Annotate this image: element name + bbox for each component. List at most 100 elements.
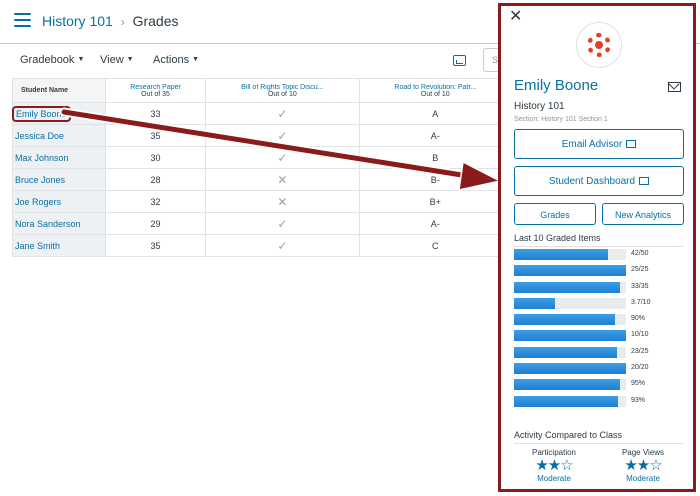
participation-label: Participation <box>531 448 577 457</box>
caret-down-icon: ▼ <box>192 56 200 63</box>
analytics-chart-icon[interactable] <box>453 55 466 66</box>
graded-item-bar[interactable]: 23/25 <box>514 345 684 361</box>
student-name-link[interactable]: Jane Smith <box>15 240 61 251</box>
chart-icon <box>639 177 650 185</box>
student-name-link[interactable]: Emily Boone <box>12 105 71 122</box>
graded-item-score: 95% <box>631 380 646 388</box>
actions-menu[interactable]: Actions ▼ <box>153 54 200 66</box>
graded-item-score: 42/50 <box>631 250 649 257</box>
breadcrumb-course-link[interactable]: History 101 <box>42 13 113 29</box>
graded-item-score: 20/20 <box>631 364 649 372</box>
breadcrumb-current: Grades <box>132 13 179 29</box>
activity-title: Activity Compared to Class <box>514 430 684 444</box>
page-views-label: Page Views <box>621 448 665 457</box>
grades-button[interactable]: Grades <box>514 203 596 225</box>
check-icon[interactable]: ✓ <box>205 212 360 235</box>
student-name-header[interactable]: Student Name <box>12 78 106 103</box>
gradebook-menu[interactable]: Gradebook ▼ <box>20 54 85 66</box>
last-graded-bars: 42/50 25/25 33/35 3.7/10 90% 10/10 23/25 20/20 9… <box>514 247 684 410</box>
participation-level: Moderate <box>537 474 571 483</box>
student-name-cell[interactable]: Jessica Doe <box>12 124 106 147</box>
avatar <box>576 22 622 68</box>
check-icon[interactable]: ✓ <box>205 234 360 257</box>
table-header-row: Student Name Research Paper Out of 35 Bil… <box>12 78 513 103</box>
student-name-cell[interactable]: Emily Boone <box>12 102 106 125</box>
column-header[interactable]: Research Paper Out of 35 <box>104 78 207 103</box>
student-name-link[interactable]: Emily Boone <box>514 77 599 94</box>
view-menu[interactable]: View ▼ <box>100 54 134 66</box>
participation-stars-icon: ★★☆ <box>535 457 573 474</box>
grade-cell[interactable]: B+ <box>358 190 513 213</box>
grade-cell[interactable]: 35 <box>104 234 207 257</box>
grade-cell[interactable]: C <box>358 234 513 257</box>
graded-item-bar[interactable]: 42/50 <box>514 247 684 263</box>
caret-down-icon: ▼ <box>77 56 85 63</box>
table-row: Max Johnson 30 ✓ B <box>12 146 513 169</box>
column-header[interactable]: Bill of Rights Topic Discu... Out of 10 <box>205 78 360 103</box>
graded-item-score: 33/35 <box>631 282 649 290</box>
graded-item-score: 90% <box>631 315 646 323</box>
table-row: Joe Rogers 32 ✕ B+ <box>12 190 513 213</box>
graded-item-score: 93% <box>631 396 646 404</box>
graded-item-bar[interactable]: 20/20 <box>514 361 684 377</box>
student-dashboard-button[interactable]: Student Dashboard <box>514 166 684 196</box>
page-views-stars-icon: ★★☆ <box>624 457 662 474</box>
student-name-cell[interactable]: Bruce Jones <box>12 168 106 191</box>
grade-cell[interactable]: 33 <box>104 102 207 125</box>
check-icon[interactable]: ✓ <box>205 102 360 125</box>
table-row: Jane Smith 35 ✓ C <box>12 234 513 257</box>
student-name-link[interactable]: Bruce Jones <box>15 174 66 185</box>
graded-item-bar[interactable]: 90% <box>514 312 684 328</box>
student-context-tray: ✕ Emily Boone History 101 Section: Histo… <box>498 3 696 492</box>
breadcrumb: History 101 › Grades <box>42 13 179 29</box>
hamburger-menu-icon[interactable] <box>14 13 31 27</box>
student-name-link[interactable]: Max Johnson <box>15 152 69 163</box>
grade-cell[interactable]: B- <box>358 168 513 191</box>
column-header[interactable]: Road to Revolution: Patr... Out of 10 <box>358 78 513 103</box>
student-name-link[interactable]: Jessica Doe <box>15 130 65 141</box>
new-analytics-button[interactable]: New Analytics <box>602 203 684 225</box>
gradebook-table: Student Name Research Paper Out of 35 Bil… <box>12 78 513 257</box>
grade-cell[interactable]: 35 <box>104 124 207 147</box>
breadcrumb-separator: › <box>120 15 125 29</box>
email-advisor-button[interactable]: Email Advisor <box>514 129 684 159</box>
graded-item-score: 3.7/10 <box>631 298 651 306</box>
page-views-level: Moderate <box>626 474 660 483</box>
course-name: History 101 <box>514 101 565 112</box>
grade-cell[interactable]: A <box>358 102 513 125</box>
grade-cell[interactable]: 32 <box>104 190 207 213</box>
student-name-cell[interactable]: Joe Rogers <box>12 190 106 213</box>
check-icon[interactable]: ✓ <box>205 124 360 147</box>
grade-cell[interactable]: B <box>358 146 513 169</box>
table-row: Jessica Doe 35 ✓ A- <box>12 124 513 147</box>
student-name-cell[interactable]: Nora Sanderson <box>12 212 106 235</box>
x-icon[interactable]: ✕ <box>205 190 360 213</box>
caret-down-icon: ▼ <box>126 56 134 63</box>
last-graded-title: Last 10 Graded Items <box>514 233 684 247</box>
student-name-cell[interactable]: Max Johnson <box>12 146 106 169</box>
student-name-link[interactable]: Nora Sanderson <box>15 218 81 229</box>
graded-item-bar[interactable]: 33/35 <box>514 280 684 296</box>
table-row: Nora Sanderson 29 ✓ A- <box>12 212 513 235</box>
graded-item-bar[interactable]: 3.7/10 <box>514 296 684 312</box>
close-icon[interactable]: ✕ <box>509 8 523 25</box>
x-icon[interactable]: ✕ <box>205 168 360 191</box>
graded-item-bar[interactable]: 10/10 <box>514 328 684 344</box>
table-row: Emily Boone 33 ✓ A <box>12 102 513 125</box>
graded-item-score: 10/10 <box>631 331 649 339</box>
grade-cell[interactable]: A- <box>358 124 513 147</box>
mail-icon <box>626 140 637 148</box>
graded-item-bar[interactable]: 95% <box>514 377 684 393</box>
graded-item-score: 23/25 <box>631 347 649 355</box>
grade-cell[interactable]: A- <box>358 212 513 235</box>
student-name-link[interactable]: Joe Rogers <box>15 196 62 207</box>
grade-cell[interactable]: 30 <box>104 146 207 169</box>
graded-item-bar[interactable]: 25/25 <box>514 263 684 279</box>
grade-cell[interactable]: 28 <box>104 168 207 191</box>
section-name: Section: History 101 Section 1 <box>514 116 608 123</box>
mail-icon[interactable] <box>668 82 681 92</box>
graded-item-bar[interactable]: 93% <box>514 394 684 410</box>
check-icon[interactable]: ✓ <box>205 146 360 169</box>
student-name-cell[interactable]: Jane Smith <box>12 234 106 257</box>
grade-cell[interactable]: 29 <box>104 212 207 235</box>
